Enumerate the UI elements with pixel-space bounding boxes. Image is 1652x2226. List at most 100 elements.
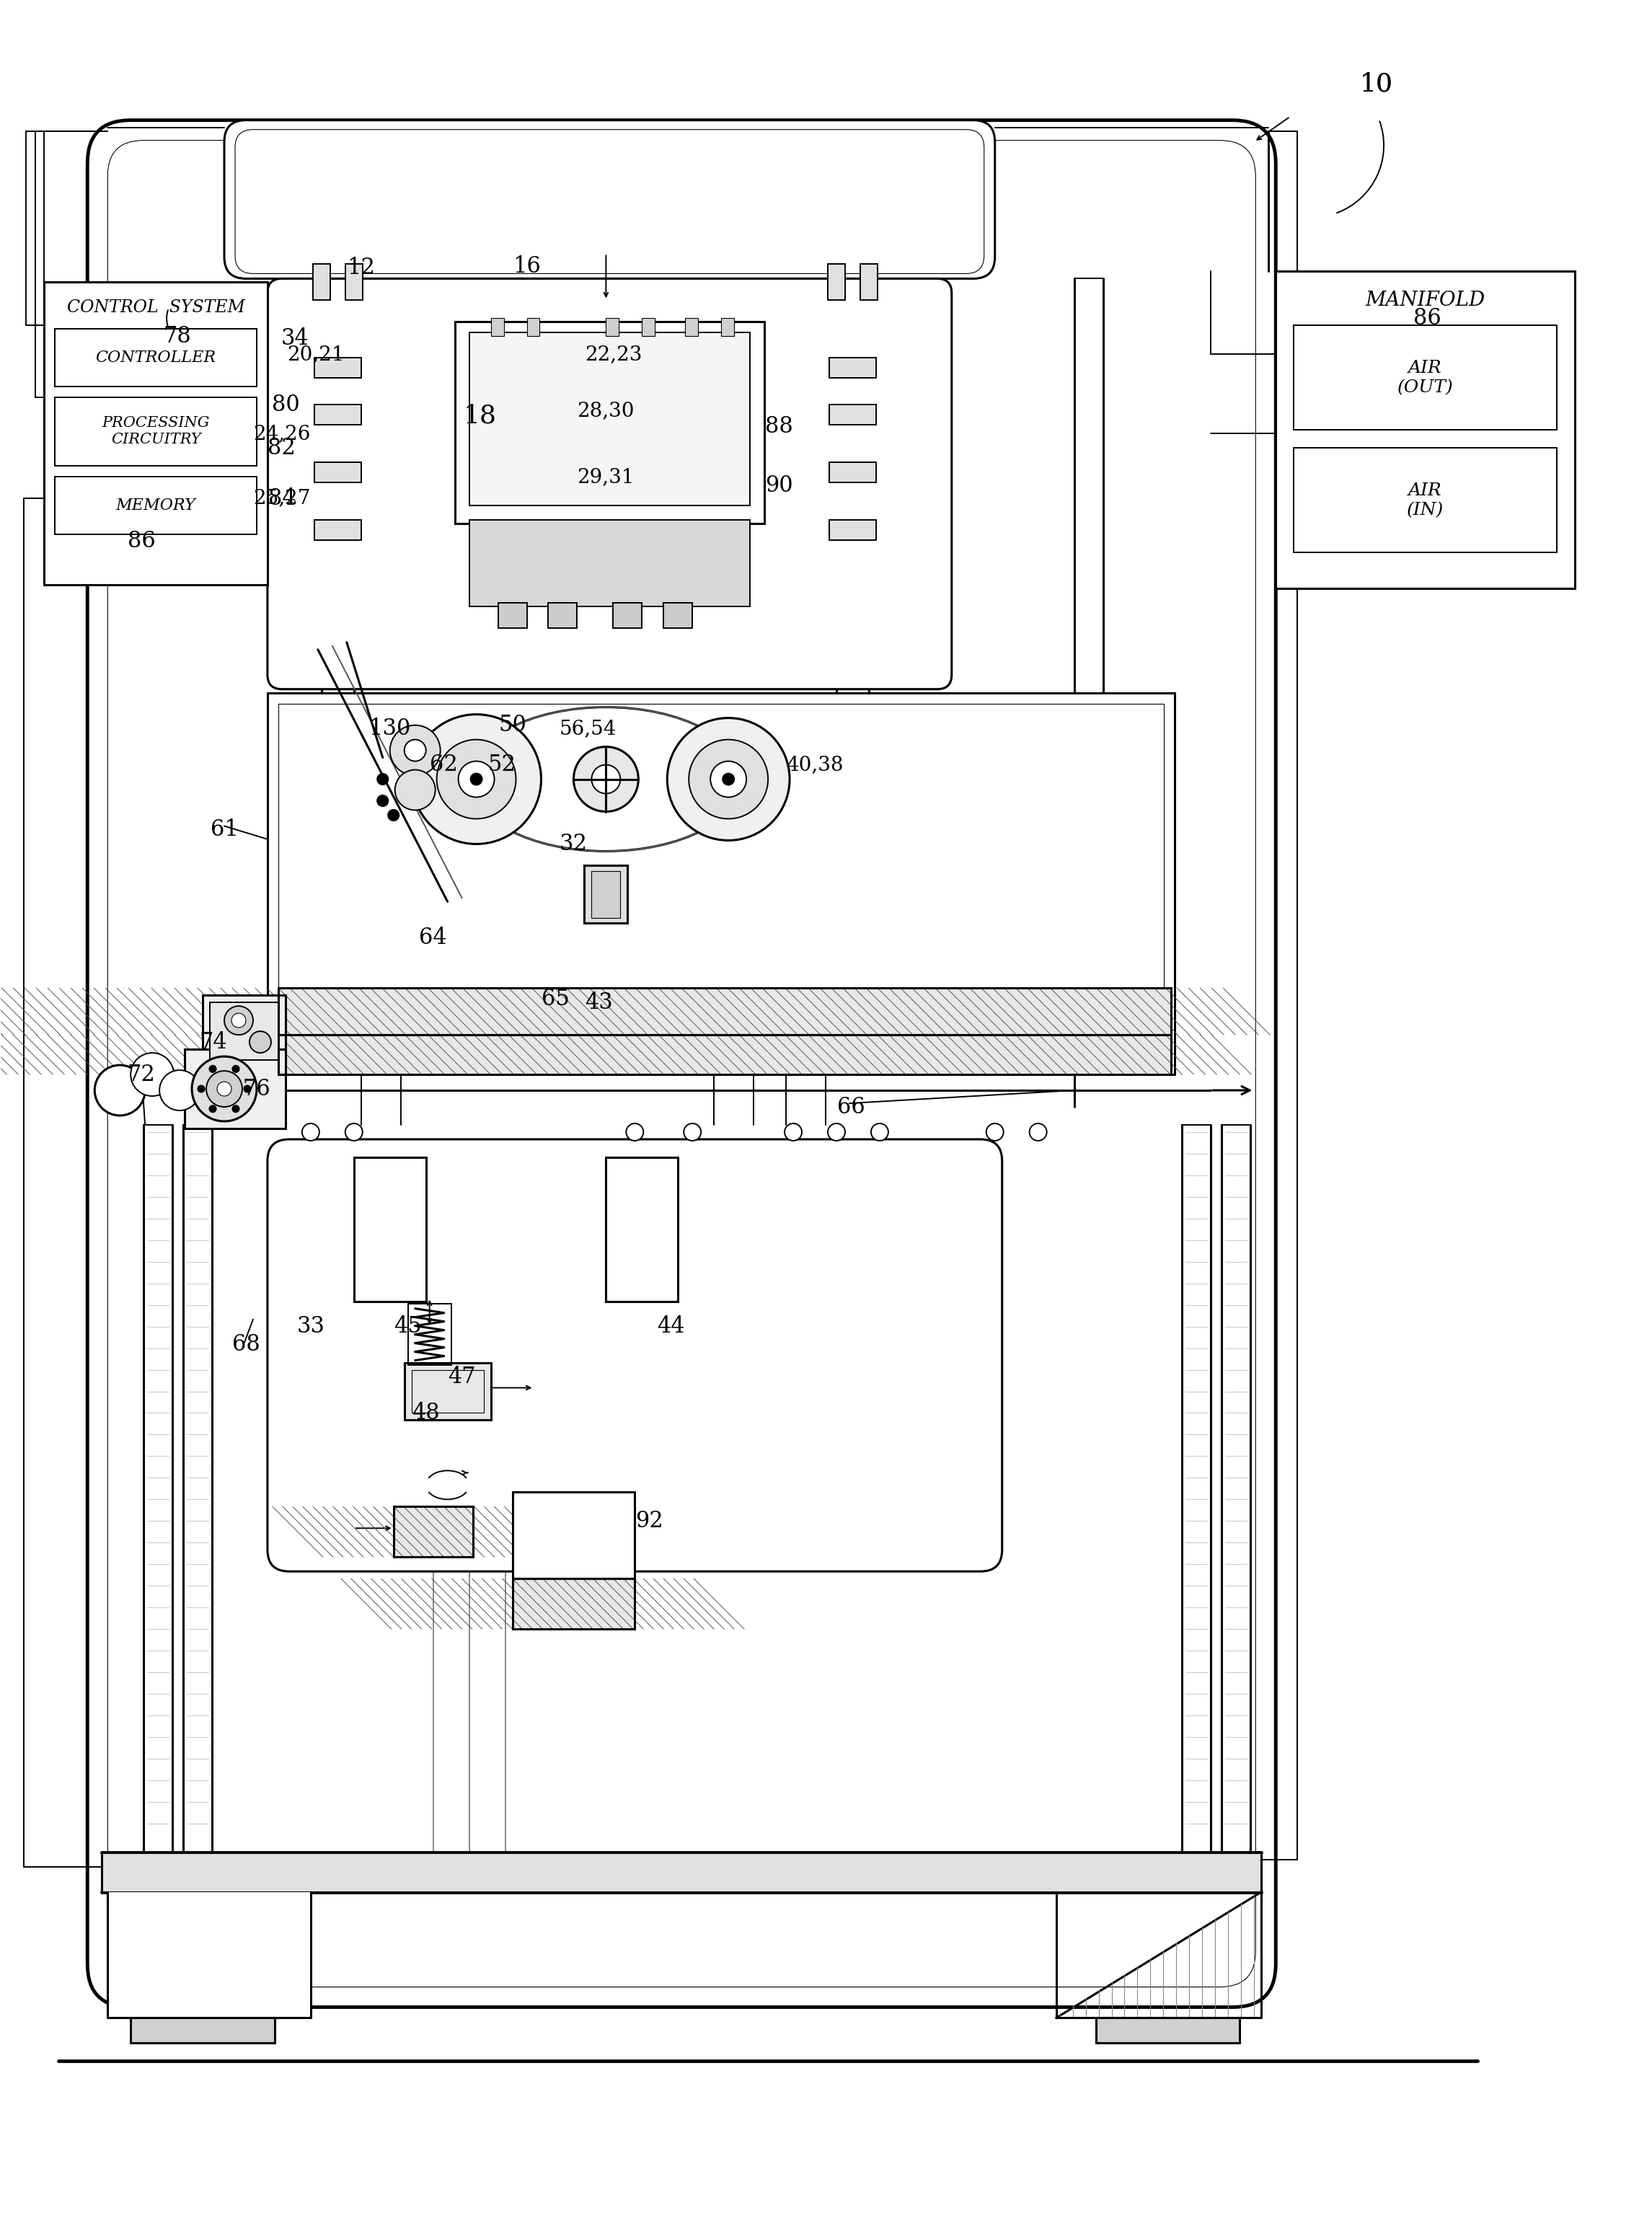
Circle shape xyxy=(436,739,515,819)
Text: AIR
(IN): AIR (IN) xyxy=(1408,483,1444,519)
Bar xyxy=(314,521,362,541)
Text: 68: 68 xyxy=(231,1333,259,1356)
Bar xyxy=(686,318,699,336)
Text: 84: 84 xyxy=(268,487,296,510)
Bar xyxy=(393,1507,472,1556)
Bar xyxy=(1095,2019,1239,2043)
Bar xyxy=(613,603,643,628)
Bar xyxy=(606,1158,677,1302)
Text: 10: 10 xyxy=(1360,71,1393,96)
Bar xyxy=(278,1035,1171,1075)
Circle shape xyxy=(377,772,388,786)
Bar xyxy=(664,603,692,628)
Circle shape xyxy=(390,726,441,775)
Bar xyxy=(55,476,256,534)
Text: 52: 52 xyxy=(487,755,515,777)
Circle shape xyxy=(210,1066,216,1073)
Text: 61: 61 xyxy=(210,819,238,841)
Bar xyxy=(643,318,654,336)
Bar xyxy=(411,1369,484,1414)
Circle shape xyxy=(626,1124,643,1140)
Circle shape xyxy=(710,761,747,797)
Bar xyxy=(454,323,765,523)
Bar xyxy=(278,1035,1171,1075)
Bar xyxy=(512,1578,634,1629)
Text: 50: 50 xyxy=(499,715,527,737)
Bar xyxy=(512,1491,634,1578)
Text: 66: 66 xyxy=(838,1095,864,1117)
Circle shape xyxy=(689,739,768,819)
Bar xyxy=(210,1002,278,1060)
Bar xyxy=(55,329,256,387)
Circle shape xyxy=(722,772,733,786)
Text: 76: 76 xyxy=(243,1077,271,1100)
Text: MANIFOLD: MANIFOLD xyxy=(1365,292,1485,309)
Text: 34: 34 xyxy=(281,327,309,349)
Bar xyxy=(203,995,286,1066)
Text: 47: 47 xyxy=(448,1367,476,1389)
Text: 92: 92 xyxy=(636,1509,662,1531)
Circle shape xyxy=(210,1106,216,1113)
Circle shape xyxy=(377,795,388,806)
Bar xyxy=(278,988,1171,1035)
Bar xyxy=(829,521,876,541)
Bar xyxy=(829,358,876,378)
Bar xyxy=(469,521,750,605)
Circle shape xyxy=(94,1064,145,1115)
Bar xyxy=(278,988,1171,1035)
Bar xyxy=(393,1507,472,1556)
Bar xyxy=(314,405,362,425)
Bar xyxy=(828,265,846,301)
Text: 80: 80 xyxy=(271,394,299,416)
Bar xyxy=(312,265,330,301)
Text: 86: 86 xyxy=(1412,307,1441,329)
Circle shape xyxy=(198,1086,205,1093)
Bar xyxy=(1294,447,1556,552)
Bar xyxy=(548,603,577,628)
Bar xyxy=(131,2019,274,2043)
Circle shape xyxy=(573,746,638,812)
Circle shape xyxy=(828,1124,846,1140)
Bar xyxy=(278,703,1165,1064)
Bar xyxy=(393,1507,472,1556)
Bar xyxy=(1294,325,1556,430)
Bar xyxy=(183,1124,211,1852)
Text: 32: 32 xyxy=(560,833,588,855)
Text: AIR
(OUT): AIR (OUT) xyxy=(1398,361,1454,396)
Bar xyxy=(314,463,362,483)
Circle shape xyxy=(206,1071,243,1106)
Text: 22,23: 22,23 xyxy=(585,345,641,365)
Text: 82: 82 xyxy=(268,436,296,459)
Circle shape xyxy=(131,1053,173,1095)
Text: MEMORY: MEMORY xyxy=(116,499,197,514)
Text: 56,54: 56,54 xyxy=(560,719,616,739)
Circle shape xyxy=(244,1086,251,1093)
Circle shape xyxy=(302,1124,319,1140)
Text: 74: 74 xyxy=(200,1031,228,1053)
Text: 28,30: 28,30 xyxy=(577,401,634,421)
Circle shape xyxy=(233,1106,240,1113)
Bar xyxy=(497,603,527,628)
Bar xyxy=(185,1048,286,1129)
Bar xyxy=(1275,272,1574,588)
Bar xyxy=(268,692,1175,1075)
Text: 40,38: 40,38 xyxy=(786,755,844,775)
Bar xyxy=(102,1852,1262,1892)
Bar xyxy=(45,283,268,585)
Text: 44: 44 xyxy=(657,1316,684,1338)
Bar xyxy=(469,332,750,505)
Bar xyxy=(606,318,620,336)
Text: 24,26: 24,26 xyxy=(253,423,311,443)
Circle shape xyxy=(225,1006,253,1035)
Bar xyxy=(354,1158,426,1302)
Text: 20,21: 20,21 xyxy=(287,345,344,365)
Circle shape xyxy=(471,772,482,786)
Text: 16: 16 xyxy=(512,256,540,278)
Bar xyxy=(1183,1124,1211,1852)
Bar xyxy=(1222,1124,1251,1852)
Text: 48: 48 xyxy=(411,1402,439,1425)
Bar xyxy=(722,318,733,336)
Circle shape xyxy=(233,1066,240,1073)
Bar xyxy=(278,1035,1171,1075)
Text: 86: 86 xyxy=(127,530,155,552)
